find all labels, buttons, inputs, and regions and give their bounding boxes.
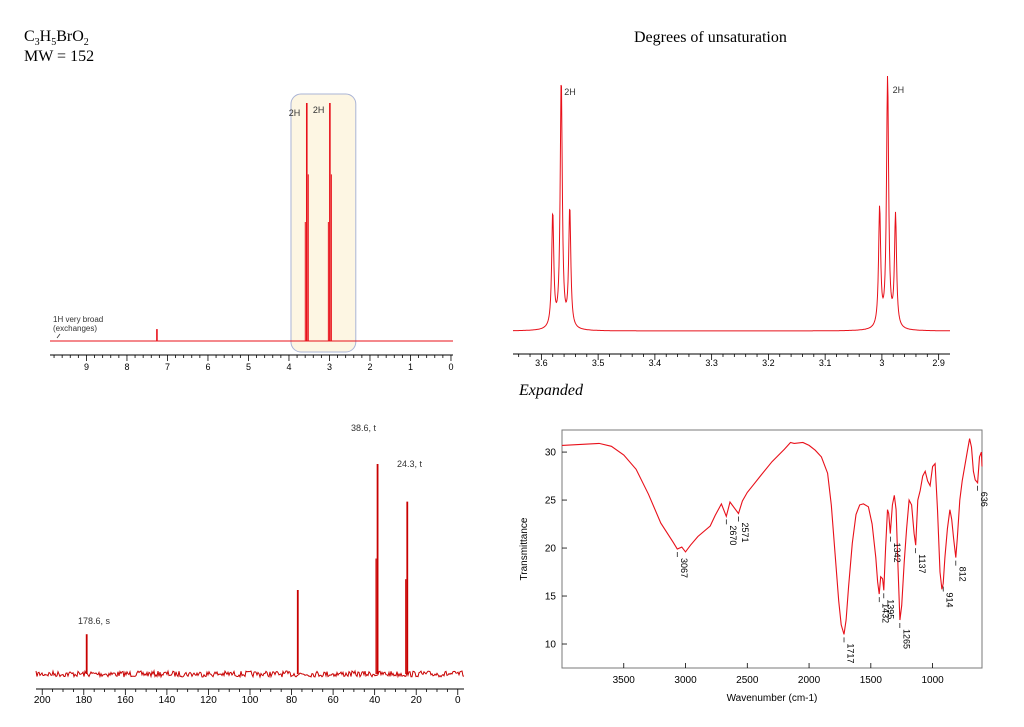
x-tick-label: 7 — [165, 362, 170, 372]
x-tick-label: 100 — [242, 695, 259, 706]
x-tick-label: 140 — [159, 695, 176, 706]
x-tick-label: 8 — [124, 362, 129, 372]
broad-peak-label: 1H very broad — [53, 315, 103, 324]
x-tick-label: 1000 — [921, 675, 944, 686]
x-tick-label: 60 — [328, 695, 340, 706]
x-tick-label: 2000 — [798, 675, 821, 686]
x-tick-label: 0 — [448, 362, 453, 372]
nmr-integration-label: 2H — [564, 87, 576, 97]
x-tick-label: 0 — [455, 695, 461, 706]
x-tick-label: 2.9 — [932, 358, 945, 368]
ir-peak-label: 2571 — [740, 522, 750, 542]
x-tick-label: 2 — [367, 362, 372, 372]
ir-peak-label: 636 — [979, 492, 989, 507]
y-tick-label: 25 — [545, 496, 557, 507]
x-tick-label: 3500 — [613, 675, 636, 686]
ir-plot-frame — [561, 429, 983, 669]
x-tick-label: 40 — [369, 695, 381, 706]
x-tick-label: 3.3 — [705, 358, 718, 368]
x-tick-label: 3.2 — [762, 358, 775, 368]
formula-element: H — [39, 28, 52, 45]
ir-peak-label: 1717 — [846, 643, 856, 663]
x-tick-label: 3.6 — [535, 358, 548, 368]
nmr-integration-label: 2H — [313, 105, 325, 115]
formula-element: BrO — [56, 28, 84, 45]
molecular-weight: MW = 152 — [24, 48, 95, 65]
x-tick-label: 6 — [205, 362, 210, 372]
x-tick-label: 3.4 — [649, 358, 662, 368]
y-tick-label: 20 — [545, 544, 557, 555]
molecular-formula: C3H5BrO2 — [24, 28, 89, 48]
y-axis-label: Transmittance — [519, 517, 530, 580]
formula-subscript: 3 — [34, 37, 40, 49]
x-tick-label: 180 — [75, 695, 92, 706]
ir-peak-label: 2670 — [728, 525, 738, 545]
x-tick-label: 80 — [286, 695, 298, 706]
x-tick-label: 2500 — [736, 675, 759, 686]
nmr-integration-label: 2H — [289, 108, 301, 118]
expanded-label: Expanded — [519, 382, 583, 399]
y-tick-label: 30 — [545, 448, 557, 459]
x-tick-label: 120 — [200, 695, 217, 706]
broad-peak-label: (exchanges) — [53, 324, 97, 333]
x-tick-label: 9 — [84, 362, 89, 372]
nmr-integration-label: 2H — [893, 85, 905, 95]
formula-element: C — [24, 28, 35, 45]
ir-peak-label: 1432 — [881, 603, 891, 623]
broad-peak-pointer — [56, 333, 61, 339]
ir-peak-label: 914 — [945, 593, 955, 608]
ir-peak-label: 1342 — [892, 543, 902, 563]
x-tick-label: 3.5 — [592, 358, 605, 368]
ir-peak-label: 1265 — [901, 629, 911, 649]
formula-subscript: 5 — [51, 37, 57, 49]
x-tick-label: 3 — [879, 358, 884, 368]
c13-peak-label: 178.6, s — [78, 616, 111, 626]
x-tick-label: 4 — [286, 362, 291, 372]
c13-baseline-noise — [35, 669, 465, 679]
x-tick-label: 3 — [327, 362, 332, 372]
x-tick-label: 20 — [411, 695, 423, 706]
expanded-trace — [512, 75, 950, 332]
x-tick-label: 1 — [408, 362, 413, 372]
c13-peak-label: 24.3, t — [397, 459, 423, 469]
ir-peak-label: 3067 — [679, 558, 689, 578]
x-tick-label: 3.1 — [819, 358, 832, 368]
y-tick-label: 10 — [545, 640, 557, 651]
x-axis-label: Wavenumber (cm-1) — [727, 693, 818, 704]
x-tick-label: 160 — [117, 695, 134, 706]
c13-peak-label: 38.6, t — [351, 423, 377, 433]
x-tick-label: 3000 — [674, 675, 697, 686]
ir-peak-label: 1395 — [885, 599, 895, 619]
y-tick-label: 15 — [545, 592, 557, 603]
x-tick-label: 200 — [34, 695, 51, 706]
x-tick-label: 1500 — [860, 675, 883, 686]
ir-peak-label: 812 — [957, 567, 967, 582]
degrees-of-unsaturation-label: Degrees of unsaturation — [634, 29, 787, 46]
x-tick-label: 5 — [246, 362, 251, 372]
formula-subscript: 2 — [83, 37, 89, 49]
ir-trace — [561, 438, 983, 635]
ir-peak-label: 1137 — [917, 554, 927, 573]
